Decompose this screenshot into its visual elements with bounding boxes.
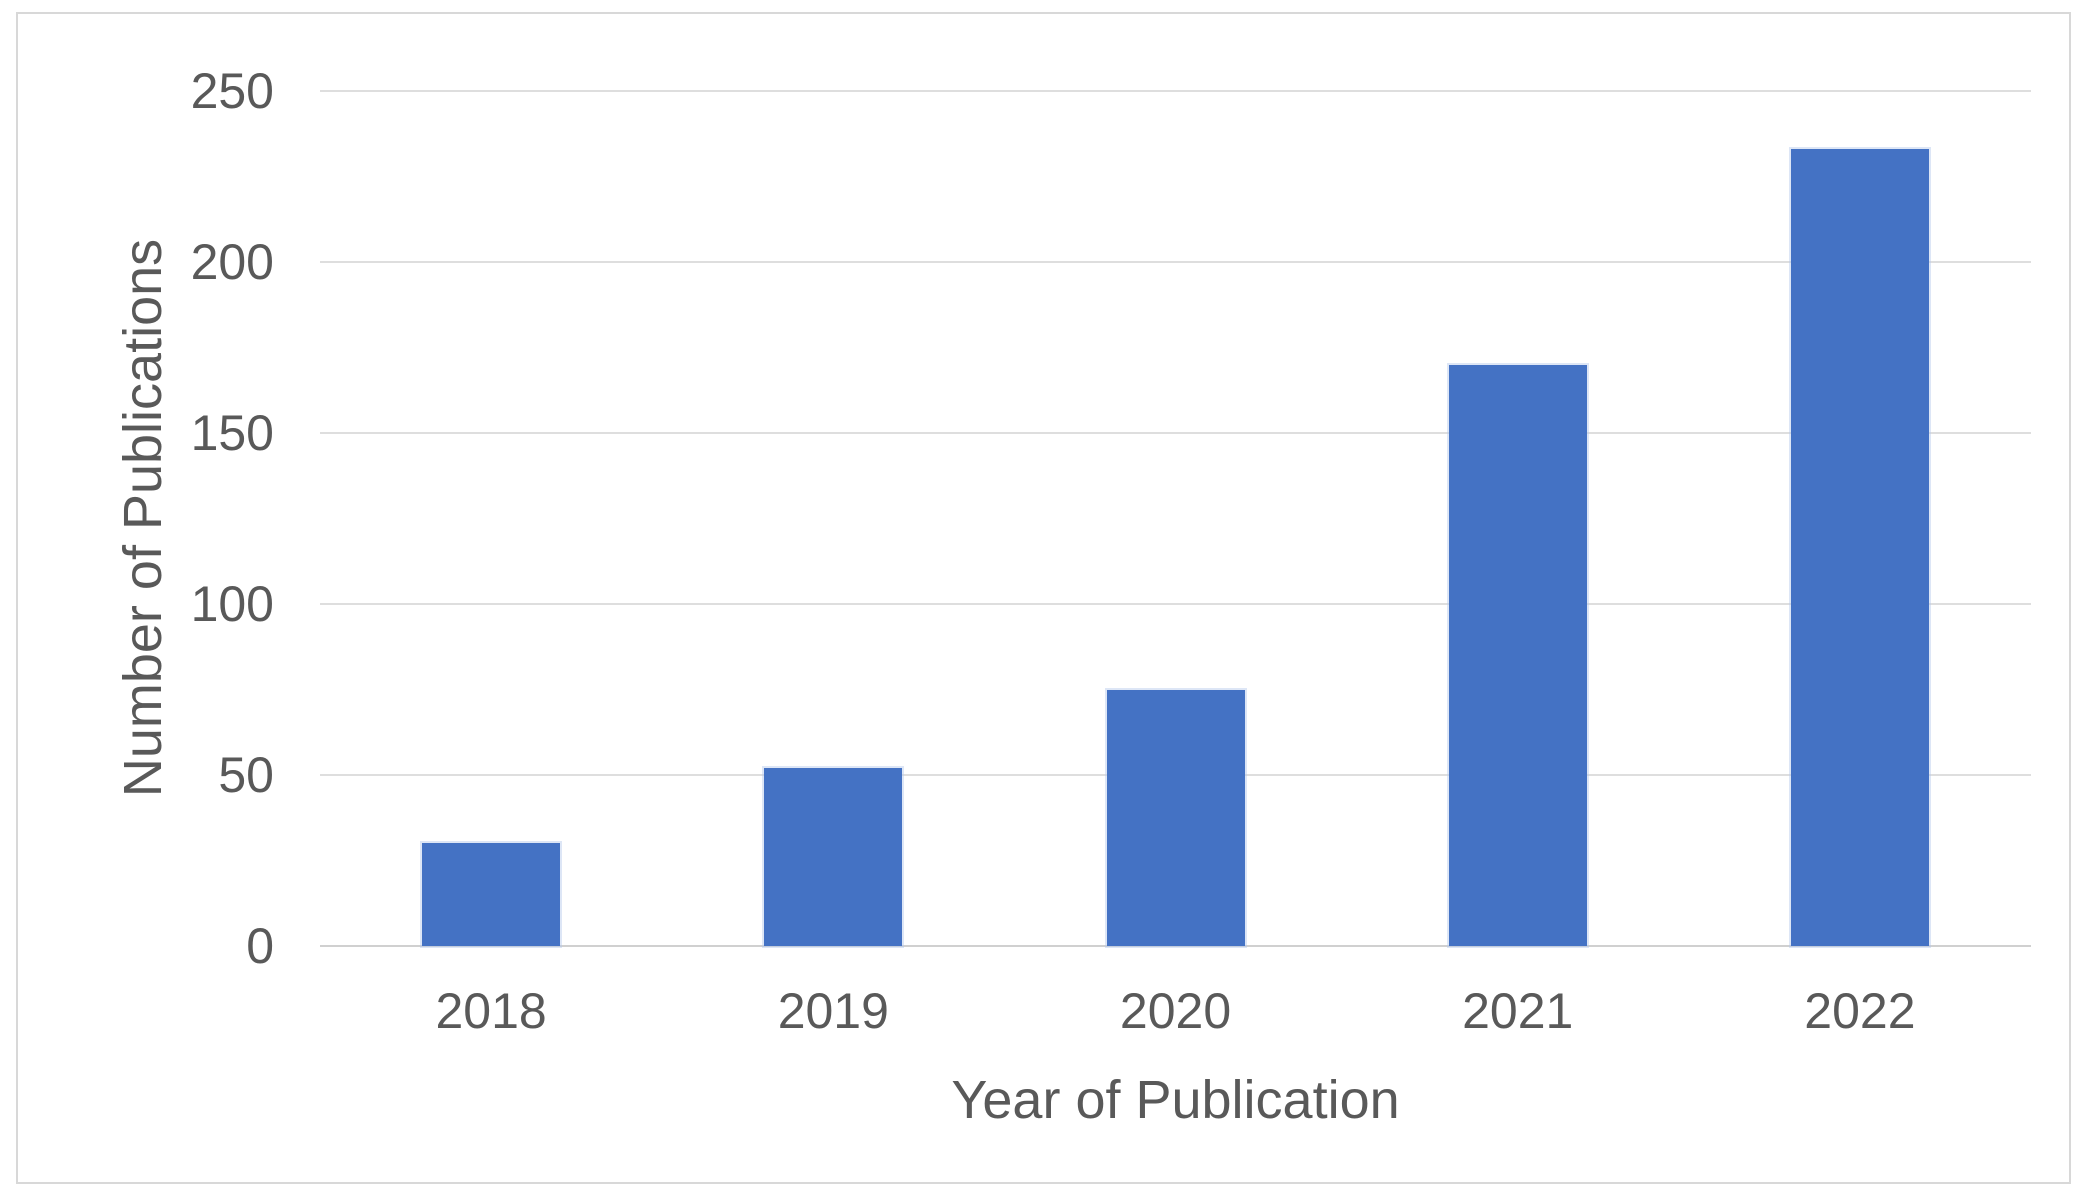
- x-tick-label: 2022: [1804, 983, 1916, 1039]
- x-axis-tick-labels: 2018 2019 2020 2021 2022: [320, 982, 2031, 1040]
- gridline: [320, 261, 2031, 263]
- y-axis-tick-labels: 0 50 100 150 200 250: [18, 14, 274, 1182]
- bar-slot-2018: [320, 91, 662, 946]
- bar-2021: [1448, 364, 1587, 946]
- bar-2019: [764, 768, 903, 946]
- y-tick-label: 250: [190, 63, 274, 119]
- y-tick-label: 100: [190, 576, 274, 632]
- bar-slot-2021: [1347, 91, 1689, 946]
- gridline: [320, 90, 2031, 92]
- x-axis-line: [320, 945, 2031, 947]
- bar-2022: [1790, 149, 1929, 946]
- bar-slot-2019: [662, 91, 1004, 946]
- gridline: [320, 603, 2031, 605]
- y-tick-label: 150: [190, 405, 274, 461]
- x-tick-label: 2019: [777, 983, 889, 1039]
- x-tick-label: 2018: [435, 983, 547, 1039]
- x-tick-label: 2021: [1462, 983, 1574, 1039]
- x-axis-title: Year of Publication: [951, 1070, 1400, 1130]
- y-tick-label: 0: [246, 918, 274, 974]
- bar-2020: [1106, 689, 1245, 946]
- bar-slot-2022: [1689, 91, 2031, 946]
- x-tick-label: 2020: [1119, 983, 1232, 1039]
- chart-frame: 0 50 100 150 200 250 2018 2019 2020 2021 2022 Yea…: [16, 12, 2071, 1184]
- y-tick-label: 50: [218, 747, 274, 803]
- plot-area: [320, 90, 2031, 947]
- bar-2018: [422, 843, 561, 946]
- y-axis-title-text: Number of Publications: [113, 238, 173, 798]
- y-tick-label: 200: [190, 234, 274, 290]
- bars-layer: [320, 91, 2031, 946]
- bar-slot-2020: [1004, 91, 1346, 946]
- gridline: [320, 432, 2031, 434]
